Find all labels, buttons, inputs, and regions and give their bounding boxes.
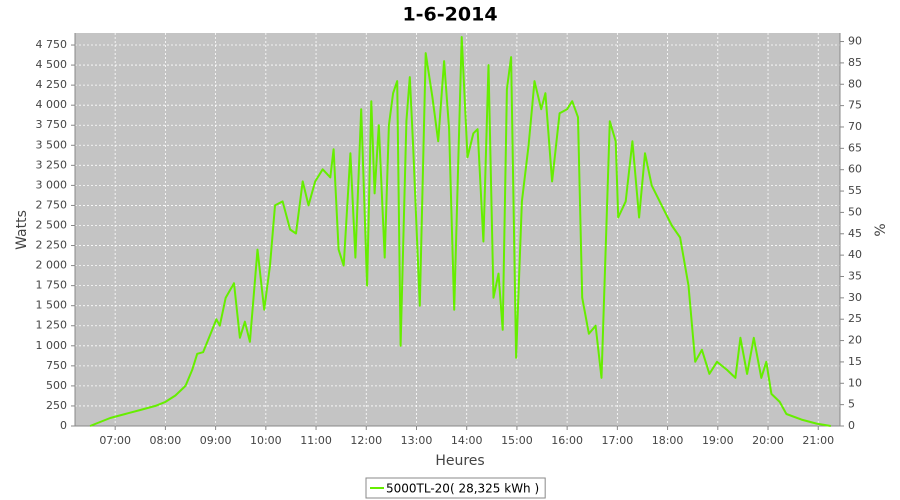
x-tick-label: 15:00 <box>501 434 533 447</box>
y2-tick-label: 15 <box>848 355 862 368</box>
y2-tick-label: 25 <box>848 312 862 325</box>
y2-axis-label: % <box>873 223 889 236</box>
y-tick-label: 3 000 <box>36 178 68 191</box>
y-tick-label: 4 750 <box>36 38 68 51</box>
y-tick-label: 0 <box>60 419 67 432</box>
y2-tick-label: 50 <box>848 205 862 218</box>
series-line <box>89 36 831 427</box>
y2-tick-label: 55 <box>848 184 862 197</box>
y2-tick-label: 30 <box>848 291 862 304</box>
y-tick-label: 3 750 <box>36 118 68 131</box>
y-tick-label: 750 <box>46 359 67 372</box>
x-tick-label: 16:00 <box>551 434 583 447</box>
y2-tick-label: 70 <box>848 120 862 133</box>
x-tick-label: 20:00 <box>752 434 784 447</box>
y-tick-label: 500 <box>46 379 67 392</box>
y-tick-label: 2 000 <box>36 259 68 272</box>
x-tick-label: 17:00 <box>602 434 634 447</box>
x-tick-label: 07:00 <box>99 434 131 447</box>
y-tick-label: 3 250 <box>36 158 68 171</box>
x-axis-label: Heures <box>435 453 484 469</box>
y-tick-label: 4 500 <box>36 58 68 71</box>
x-tick-label: 08:00 <box>150 434 182 447</box>
x-tick-label: 13:00 <box>401 434 433 447</box>
y-tick-label: 4 250 <box>36 78 68 91</box>
y2-tick-label: 40 <box>848 248 862 261</box>
y-tick-label: 1 000 <box>36 339 68 352</box>
x-tick-label: 21:00 <box>802 434 834 447</box>
y-tick-label: 1 500 <box>36 299 68 312</box>
legend-entry: 5000TL-20( 28,325 kWh ) <box>386 482 539 496</box>
legend-box <box>365 477 546 499</box>
y-tick-label: 1 750 <box>36 279 68 292</box>
x-tick-label: 09:00 <box>200 434 232 447</box>
x-tick-label: 12:00 <box>350 434 382 447</box>
y-tick-label: 1 250 <box>36 319 68 332</box>
y-tick-label: 2 750 <box>36 198 68 211</box>
y-tick-label: 250 <box>46 399 67 412</box>
y2-tick-label: 85 <box>848 56 862 69</box>
y2-tick-label: 45 <box>848 227 862 240</box>
y-tick-label: 2 250 <box>36 239 68 252</box>
x-tick-label: 18:00 <box>652 434 684 447</box>
plot-area <box>75 33 840 426</box>
y-axis-label: Watts <box>14 210 30 250</box>
x-tick-label: 11:00 <box>300 434 332 447</box>
y2-tick-label: 90 <box>848 35 862 48</box>
y-tick-label: 2 500 <box>36 218 68 231</box>
chart-title: 1-6-2014 <box>402 4 497 26</box>
y2-tick-label: 5 <box>848 398 855 411</box>
x-tick-label: 14:00 <box>451 434 483 447</box>
y-tick-label: 3 500 <box>36 138 68 151</box>
y2-tick-label: 65 <box>848 141 862 154</box>
x-tick-label: 10:00 <box>250 434 282 447</box>
y-tick-label: 4 000 <box>36 98 68 111</box>
y2-tick-label: 0 <box>848 419 855 432</box>
y2-tick-label: 75 <box>848 99 862 112</box>
y2-tick-label: 35 <box>848 269 862 282</box>
y2-tick-label: 10 <box>848 376 862 389</box>
y2-tick-label: 60 <box>848 163 862 176</box>
y2-tick-label: 80 <box>848 77 862 90</box>
y2-tick-label: 20 <box>848 334 862 347</box>
x-tick-label: 19:00 <box>702 434 734 447</box>
